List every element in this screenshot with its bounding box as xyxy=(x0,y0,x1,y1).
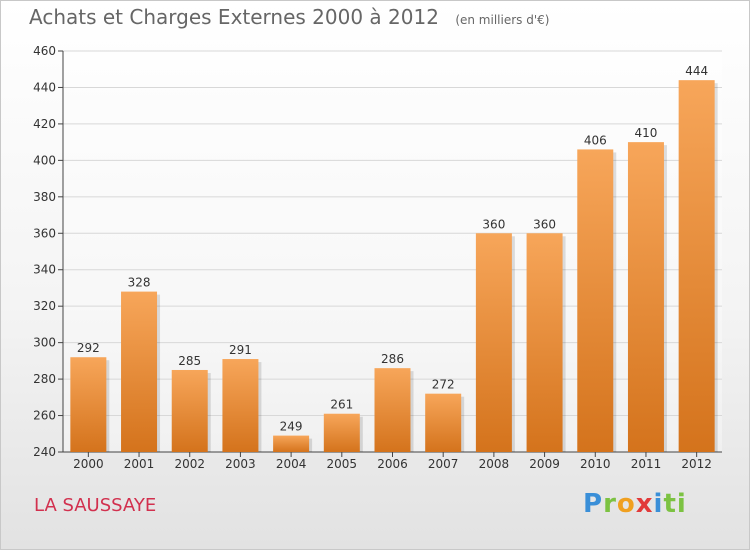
bar-2008 xyxy=(475,233,512,452)
y-tick-label: 420 xyxy=(33,117,56,131)
commune-name: LA SAUSSAYE xyxy=(34,495,157,516)
chart-subtitle: (en milliers d'€) xyxy=(455,13,550,27)
bar-2007 xyxy=(425,393,462,452)
x-tick-label-2009: 2009 xyxy=(529,457,560,471)
x-tick-label-2011: 2011 xyxy=(631,457,662,471)
bar-2010 xyxy=(577,149,614,452)
x-tick-label-2008: 2008 xyxy=(479,457,510,471)
data-label-2006: 286 xyxy=(381,352,404,366)
data-label-2005: 261 xyxy=(330,398,353,412)
bar-2004 xyxy=(273,435,310,452)
x-tick-label-2000: 2000 xyxy=(73,457,104,471)
y-tick-label: 300 xyxy=(33,336,56,350)
data-label-2009: 360 xyxy=(533,217,556,231)
y-tick-label: 440 xyxy=(33,80,56,94)
chart-title: Achats et Charges Externes 2000 à 2012 (… xyxy=(29,5,549,29)
bar-2001 xyxy=(121,291,158,452)
bar-2006 xyxy=(374,368,411,452)
x-tick-label-2002: 2002 xyxy=(174,457,205,471)
y-tick-label: 320 xyxy=(33,299,56,313)
x-tick-label-2010: 2010 xyxy=(580,457,611,471)
bar-2012 xyxy=(678,80,715,452)
data-label-2012: 444 xyxy=(685,64,708,78)
y-tick-label: 260 xyxy=(33,409,56,423)
data-label-2008: 360 xyxy=(482,217,505,231)
y-tick-label: 240 xyxy=(33,445,56,459)
data-label-2003: 291 xyxy=(229,343,252,357)
data-label-2002: 285 xyxy=(178,354,201,368)
bar-2009 xyxy=(526,233,563,452)
y-tick-label: 400 xyxy=(33,153,56,167)
x-tick-label-2007: 2007 xyxy=(428,457,459,471)
proxiti-logo: Proxiti xyxy=(583,489,687,519)
y-tick-label: 340 xyxy=(33,263,56,277)
bar-2003 xyxy=(222,359,259,452)
data-label-2010: 406 xyxy=(584,133,607,147)
data-label-2000: 292 xyxy=(77,341,100,355)
x-tick-label-2006: 2006 xyxy=(377,457,408,471)
bar-2011 xyxy=(627,142,664,453)
x-tick-label-2012: 2012 xyxy=(681,457,712,471)
chart-title-text: Achats et Charges Externes 2000 à 2012 xyxy=(29,5,439,29)
bar-2005 xyxy=(323,413,360,452)
x-tick-label-2004: 2004 xyxy=(276,457,307,471)
y-tick-label: 380 xyxy=(33,190,56,204)
bar-2000 xyxy=(70,357,107,452)
data-label-2007: 272 xyxy=(432,378,455,392)
x-tick-label-2005: 2005 xyxy=(327,457,358,471)
x-tick-label-2003: 2003 xyxy=(225,457,256,471)
y-tick-label: 280 xyxy=(33,372,56,386)
y-tick-label: 360 xyxy=(33,226,56,240)
data-label-2001: 328 xyxy=(128,276,151,290)
bar-2002 xyxy=(171,369,208,452)
data-label-2004: 249 xyxy=(280,420,303,434)
y-tick-label: 460 xyxy=(33,44,56,58)
data-label-2011: 410 xyxy=(635,126,658,140)
x-tick-label-2001: 2001 xyxy=(124,457,155,471)
